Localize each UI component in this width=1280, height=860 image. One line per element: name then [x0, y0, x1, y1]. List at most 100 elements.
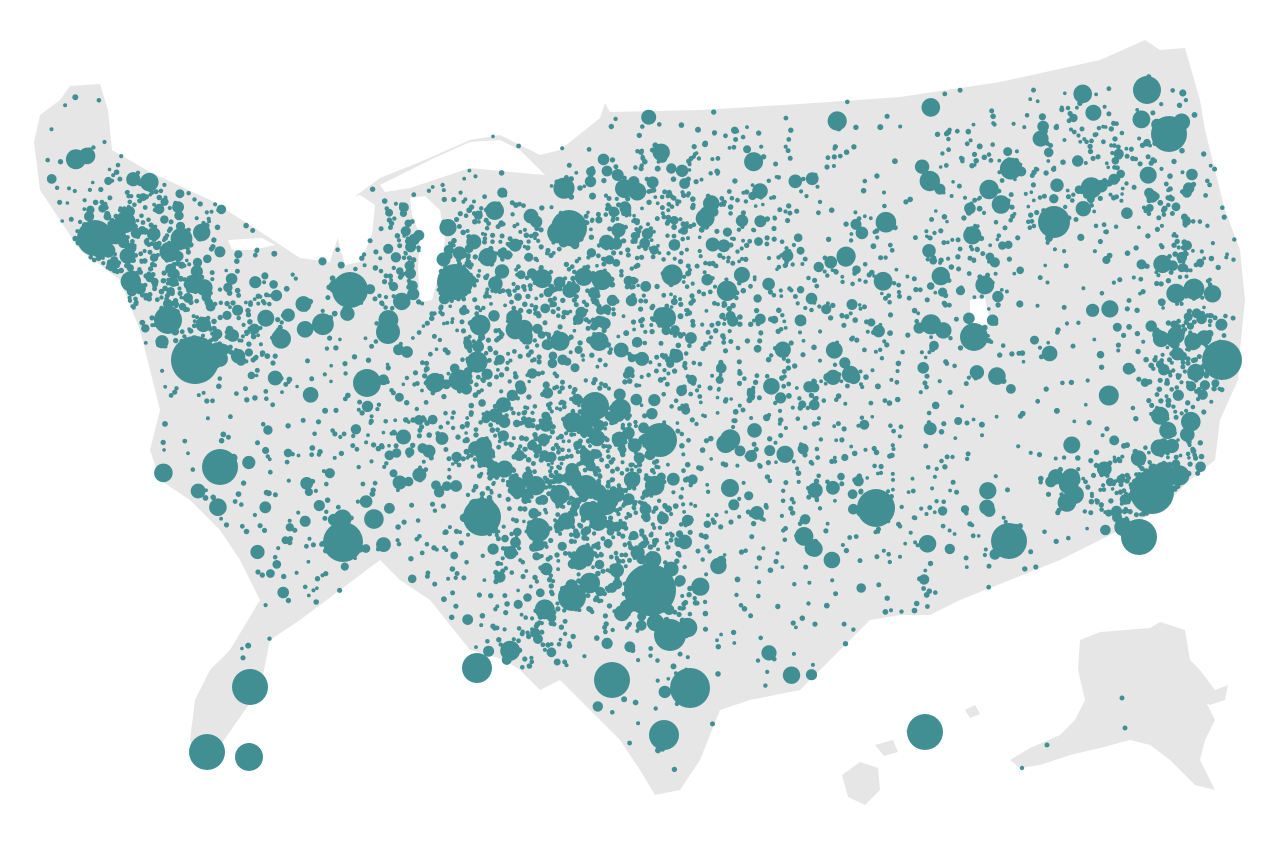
facility-marker — [849, 444, 854, 449]
facility-marker — [581, 534, 588, 541]
facility-marker — [523, 335, 533, 345]
facility-marker — [884, 595, 890, 601]
facility-marker — [750, 506, 764, 520]
facility-marker — [990, 142, 995, 147]
facility-marker — [45, 157, 50, 163]
facility-marker — [1147, 450, 1151, 455]
facility-marker — [831, 154, 837, 160]
facility-marker — [307, 298, 314, 305]
facility-marker — [685, 176, 691, 182]
facility-marker — [310, 542, 316, 548]
facility-marker — [407, 574, 417, 584]
facility-marker — [504, 413, 509, 418]
facility-marker — [449, 566, 456, 572]
facility-marker — [891, 477, 895, 482]
facility-marker — [451, 410, 456, 415]
facility-marker — [696, 289, 702, 295]
facility-marker — [965, 226, 971, 232]
facility-marker — [955, 286, 966, 296]
facility-marker — [815, 184, 820, 189]
facility-marker — [82, 207, 87, 212]
facility-marker — [557, 390, 562, 394]
facility-marker — [808, 392, 815, 398]
facility-marker — [360, 481, 366, 487]
facility-marker — [1146, 197, 1153, 204]
facility-marker — [300, 477, 314, 490]
facility-marker — [1175, 373, 1181, 378]
facility-marker — [595, 364, 600, 369]
facility-marker — [830, 302, 836, 309]
facility-marker — [640, 281, 652, 292]
facility-marker — [489, 427, 496, 433]
facility-marker — [775, 328, 781, 334]
facility-marker — [571, 500, 580, 510]
facility-marker — [645, 222, 651, 227]
facility-marker — [130, 239, 135, 244]
facility-marker — [1116, 474, 1126, 484]
facility-marker — [590, 217, 595, 222]
facility-marker — [654, 464, 659, 470]
facility-marker — [1065, 188, 1070, 193]
facility-marker — [579, 572, 600, 594]
facility-marker — [1195, 470, 1201, 476]
facility-marker — [623, 525, 629, 531]
facility-marker — [1097, 195, 1103, 201]
facility-marker — [698, 226, 705, 233]
facility-marker — [692, 152, 698, 157]
facility-marker — [388, 503, 394, 510]
facility-marker — [530, 439, 535, 444]
facility-marker — [496, 637, 502, 643]
facility-marker — [472, 254, 478, 260]
facility-marker — [730, 260, 736, 266]
facility-marker — [574, 445, 579, 451]
facility-marker — [639, 403, 644, 408]
facility-marker — [994, 414, 999, 419]
facility-marker — [639, 500, 645, 506]
facility-marker — [574, 512, 579, 517]
facility-marker — [364, 509, 384, 529]
facility-marker — [636, 620, 647, 631]
facility-marker — [530, 410, 535, 415]
facility-marker — [185, 258, 189, 263]
facility-marker — [896, 289, 902, 295]
facility-marker — [152, 202, 157, 207]
facility-marker — [932, 510, 937, 515]
facility-marker — [614, 555, 619, 560]
facility-marker — [792, 363, 798, 369]
facility-marker — [525, 457, 532, 463]
facility-marker — [520, 484, 525, 490]
facility-marker — [396, 541, 402, 547]
facility-marker — [722, 553, 727, 557]
facility-marker — [296, 321, 314, 338]
facility-marker — [794, 625, 798, 630]
facility-marker — [1212, 166, 1218, 172]
facility-marker — [832, 459, 838, 464]
facility-marker — [1157, 299, 1163, 304]
facility-marker — [684, 308, 688, 313]
facility-marker — [710, 721, 715, 727]
facility-marker — [1033, 564, 1039, 570]
facility-marker — [715, 302, 720, 307]
facility-marker — [362, 263, 367, 268]
facility-marker — [1112, 458, 1118, 464]
facility-marker — [584, 302, 590, 308]
facility-marker — [1202, 340, 1242, 380]
facility-marker — [747, 423, 762, 438]
facility-marker — [929, 345, 935, 352]
facility-marker — [295, 296, 312, 312]
facility-marker — [548, 435, 552, 439]
facility-marker — [785, 358, 791, 364]
facility-marker — [678, 229, 683, 234]
facility-marker — [499, 389, 504, 394]
facility-marker — [549, 184, 554, 188]
facility-marker — [669, 511, 674, 517]
facility-marker — [450, 590, 456, 596]
facility-marker — [878, 347, 883, 352]
facility-marker — [476, 273, 481, 278]
facility-marker — [126, 262, 131, 267]
facility-marker — [787, 249, 792, 254]
facility-marker — [843, 149, 850, 155]
facility-marker — [473, 326, 478, 331]
facility-marker — [582, 654, 587, 659]
facility-marker — [619, 272, 624, 278]
